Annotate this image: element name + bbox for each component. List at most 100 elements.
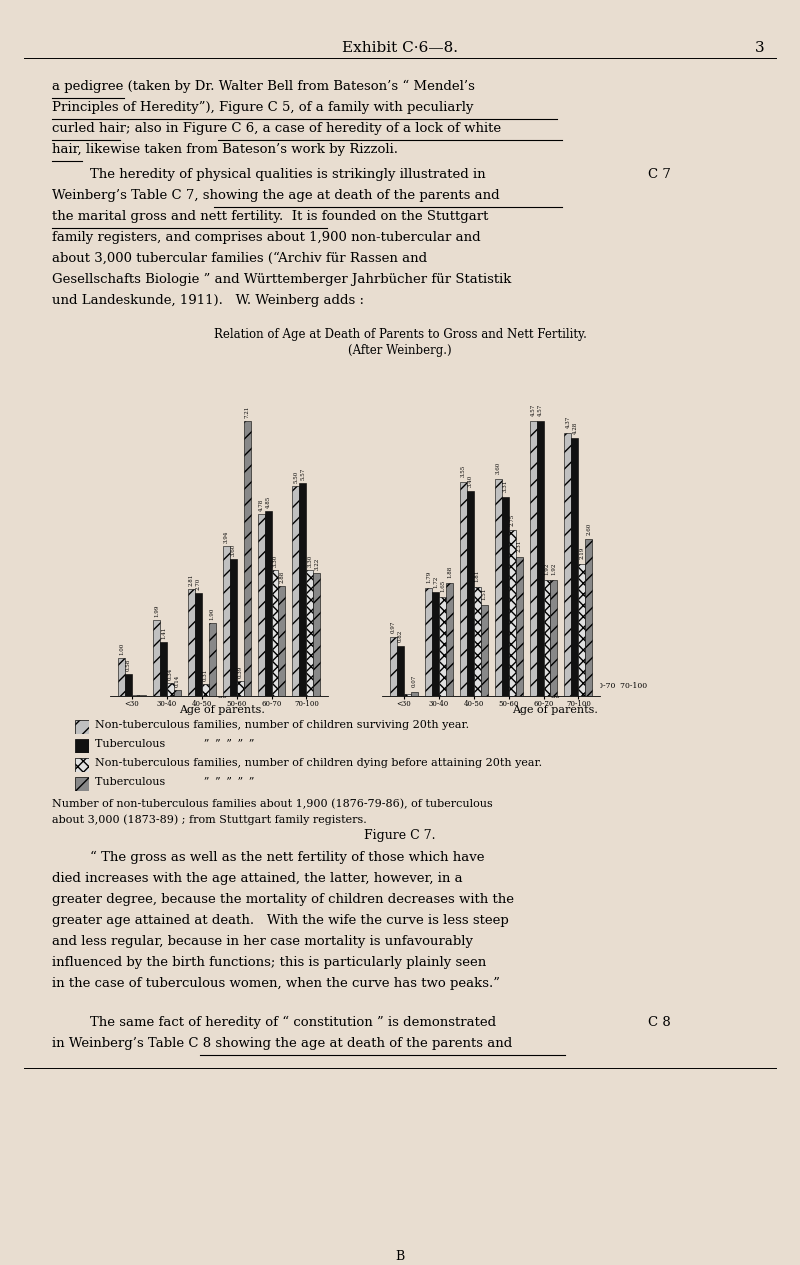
Text: 2.75: 2.75: [510, 514, 514, 525]
Text: 4.85: 4.85: [266, 496, 270, 507]
Text: Gesellschafts Biologie ” and Württemberger Jahrbücher für Statistik: Gesellschafts Biologie ” and Württemberg…: [52, 273, 511, 286]
Bar: [502, 497, 509, 696]
Bar: [153, 620, 160, 696]
Bar: [222, 545, 230, 696]
Text: died increases with the age attained, the latter, however, in a: died increases with the age attained, th…: [52, 872, 462, 885]
Bar: [230, 559, 237, 696]
Text: 4.57: 4.57: [530, 404, 535, 416]
Bar: [265, 511, 271, 696]
Text: Age of parents.: Age of parents.: [512, 705, 598, 715]
Bar: [293, 486, 299, 696]
Bar: [411, 692, 418, 696]
Text: 3.30: 3.30: [273, 554, 278, 567]
Bar: [202, 684, 209, 696]
Text: 5.57: 5.57: [300, 468, 306, 481]
Text: 0.14: 0.14: [175, 676, 180, 687]
Bar: [397, 646, 404, 696]
Text: Tuberculous           ” ” ” ” ”: Tuberculous ” ” ” ” ”: [95, 739, 254, 749]
Text: 0.97: 0.97: [391, 620, 396, 632]
Text: about 3,000 tubercular families (“Archiv für Rassen and: about 3,000 tubercular families (“Archiv…: [52, 252, 427, 264]
Text: 3.60: 3.60: [230, 543, 236, 555]
Bar: [118, 658, 125, 696]
Text: 1.81: 1.81: [474, 569, 480, 582]
Text: Men :: Men :: [204, 362, 240, 374]
Text: 0.07: 0.07: [412, 674, 417, 687]
Text: Weinberg’s Table C 7, showing the age at death of the parents and: Weinberg’s Table C 7, showing the age at…: [52, 188, 500, 202]
Bar: [543, 581, 550, 696]
Text: curled hair; also in Figure C 6, a case of heredity of a lock of white: curled hair; also in Figure C 6, a case …: [52, 121, 501, 135]
Text: 1.88: 1.88: [447, 565, 452, 578]
Bar: [278, 586, 286, 696]
Text: 4.37: 4.37: [566, 416, 570, 428]
Bar: [188, 588, 194, 696]
Bar: [314, 573, 320, 696]
Bar: [299, 483, 306, 696]
Bar: [174, 691, 181, 696]
Text: 1.99: 1.99: [154, 605, 159, 617]
Text: family registers, and comprises about 1,900 non-tubercular and: family registers, and comprises about 1,…: [52, 231, 481, 244]
Text: 1.92: 1.92: [551, 563, 557, 576]
Bar: [258, 514, 265, 696]
Text: “ The gross as well as the nett fertility of those which have: “ The gross as well as the nett fertilit…: [90, 851, 485, 864]
Text: 3.22: 3.22: [314, 558, 319, 571]
Bar: [425, 588, 432, 696]
Text: 3.55: 3.55: [461, 466, 466, 477]
Text: 3.60: 3.60: [496, 462, 501, 474]
Text: in Weinberg’s Table C 8 showing the age at death of the parents and: in Weinberg’s Table C 8 showing the age …: [52, 1037, 512, 1050]
Text: The heredity of physical qualities is strikingly illustrated in: The heredity of physical qualities is st…: [90, 168, 486, 181]
Text: (After Weinberg.): (After Weinberg.): [348, 344, 452, 357]
Text: 1.65: 1.65: [440, 579, 445, 592]
Text: Years under  30-40  40-50  50-60  60-70  70-100: Years under 30-40 40-50 50-60 60-70 70-1…: [462, 682, 647, 689]
Text: hair, likewise taken from Bateson’s work by Rizzoli.: hair, likewise taken from Bateson’s work…: [52, 143, 398, 156]
Bar: [271, 571, 278, 696]
Text: 1.51: 1.51: [482, 588, 486, 600]
Bar: [565, 433, 571, 696]
Text: 3: 3: [755, 40, 765, 54]
Text: Tuberculous           ” ” ” ” ”: Tuberculous ” ” ” ” ”: [95, 777, 254, 787]
Text: C 8: C 8: [648, 1016, 670, 1028]
Bar: [404, 694, 411, 696]
Text: 1.79: 1.79: [426, 571, 431, 583]
Text: 0.39: 0.39: [238, 665, 242, 678]
Bar: [571, 439, 578, 696]
Text: 4.57: 4.57: [538, 404, 542, 416]
Text: 30: 30: [550, 692, 560, 700]
Bar: [439, 597, 446, 696]
Text: 2.19: 2.19: [579, 546, 584, 559]
Bar: [167, 683, 174, 696]
Text: Non-tuberculous families, number of children surviving 20th year.: Non-tuberculous families, number of chil…: [95, 720, 469, 730]
Text: 0.82: 0.82: [398, 630, 403, 641]
Text: in the case of tuberculous women, when the curve has two peaks.”: in the case of tuberculous women, when t…: [52, 977, 500, 990]
Text: Non-tuberculous families, number of children dying before attaining 20th year.: Non-tuberculous families, number of chil…: [95, 758, 542, 768]
Bar: [209, 624, 216, 696]
Text: Principles of Heredity”), Figure C 5, of a family with peculiarly: Principles of Heredity”), Figure C 5, of…: [52, 101, 474, 114]
Text: The same fact of heredity of “ constitution ” is demonstrated: The same fact of heredity of “ constitut…: [90, 1016, 496, 1030]
Bar: [494, 479, 502, 696]
Text: the marital gross and nett fertility.  It is founded on the Stuttgart: the marital gross and nett fertility. It…: [52, 210, 488, 223]
Bar: [586, 539, 592, 696]
Text: 0.34: 0.34: [168, 668, 173, 679]
Text: 3.40: 3.40: [468, 474, 473, 487]
Text: greater degree, because the mortality of children decreases with the: greater degree, because the mortality of…: [52, 893, 514, 906]
Text: 1.41: 1.41: [161, 626, 166, 639]
Bar: [530, 421, 537, 696]
Bar: [550, 581, 558, 696]
Text: 2.60: 2.60: [586, 522, 591, 535]
Text: C 7: C 7: [648, 168, 671, 181]
Text: influenced by the birth functions; this is particularly plainly seen: influenced by the birth functions; this …: [52, 956, 486, 969]
Text: 1.90: 1.90: [210, 608, 214, 620]
Text: B: B: [395, 1250, 405, 1262]
Text: Years under  30-40  40-50  50-60  60-70  70-100: Years under 30-40 40-50 50-60 60-70 70-1…: [130, 682, 314, 689]
Bar: [306, 571, 314, 696]
Bar: [460, 482, 466, 696]
Text: 2.70: 2.70: [196, 578, 201, 589]
Text: Relation of Age at Death of Parents to Gross and Nett Fertility.: Relation of Age at Death of Parents to G…: [214, 328, 586, 342]
Text: 1.92: 1.92: [545, 563, 550, 576]
Text: 4.28: 4.28: [572, 421, 578, 434]
Bar: [537, 421, 543, 696]
Text: Figure C 7.: Figure C 7.: [364, 829, 436, 842]
Text: Women :: Women :: [528, 362, 582, 374]
Text: und Landeskunde, 1911).   W. Weinberg adds :: und Landeskunde, 1911). W. Weinberg adds…: [52, 293, 364, 307]
Bar: [446, 583, 453, 696]
Text: 4.78: 4.78: [258, 498, 263, 511]
